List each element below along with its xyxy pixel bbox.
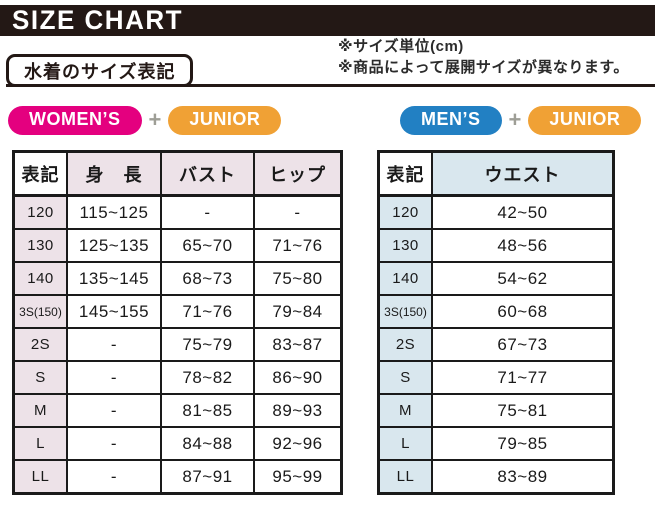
size-value-cell: 83~87 — [253, 327, 343, 362]
size-value-cell: 54~62 — [431, 261, 615, 296]
table-row: 3S(150) 60~68 — [377, 294, 615, 329]
size-value-cell: - — [160, 194, 255, 230]
column-header: ヒップ — [253, 150, 343, 197]
plus-sign: + — [508, 106, 522, 132]
size-row-label: 3S(150) — [377, 294, 433, 329]
size-value-cell: 115~125 — [66, 194, 162, 230]
size-value-cell: - — [66, 327, 162, 362]
table-row: 130 48~56 — [377, 228, 615, 263]
column-header: バスト — [160, 150, 255, 197]
plus-sign: + — [148, 106, 162, 132]
size-value-cell: 75~79 — [160, 327, 255, 362]
size-value-cell: 135~145 — [66, 261, 162, 296]
size-value-cell: 79~84 — [253, 294, 343, 329]
title-bar: SIZE CHART — [0, 5, 655, 36]
column-header: 表記 — [12, 150, 68, 197]
size-value-cell: 81~85 — [160, 393, 255, 428]
table-row: 2S 67~73 — [377, 327, 615, 362]
table-row: 140 135~145 68~73 75~80 — [12, 261, 343, 296]
column-header: ウエスト — [431, 150, 615, 197]
table-row: LL 83~89 — [377, 459, 615, 495]
column-header: 身 長 — [66, 150, 162, 197]
size-value-cell: 92~96 — [253, 426, 343, 461]
size-value-cell: 86~90 — [253, 360, 343, 395]
size-value-cell: 71~77 — [431, 360, 615, 395]
size-value-cell: 68~73 — [160, 261, 255, 296]
size-value-cell: 145~155 — [66, 294, 162, 329]
size-value-cell: 75~81 — [431, 393, 615, 428]
size-value-cell: 71~76 — [253, 228, 343, 263]
size-row-label: 2S — [12, 327, 68, 362]
table-row: 140 54~62 — [377, 261, 615, 296]
size-value-cell: 78~82 — [160, 360, 255, 395]
note-unit: ※サイズ単位(cm) — [338, 38, 464, 55]
table-row: 120 42~50 — [377, 194, 615, 230]
table-row: L -84~88 92~96 — [12, 426, 343, 461]
womens-junior-size-table: 表記身 長バスト ヒップ 120 115~125- -130 125~135 65~70 71… — [12, 150, 343, 495]
size-row-label: M — [12, 393, 68, 428]
table-row: LL -87~91 95~99 — [12, 459, 343, 495]
size-value-cell: 48~56 — [431, 228, 615, 263]
size-value-cell: - — [66, 426, 162, 461]
column-header: 表記 — [377, 150, 433, 197]
size-value-cell: 71~76 — [160, 294, 255, 329]
size-row-label: M — [377, 393, 433, 428]
table-row: S 71~77 — [377, 360, 615, 395]
junior-badge: JUNIOR — [168, 106, 282, 135]
size-row-label: L — [12, 426, 68, 461]
womens-junior-badges: WOMEN’S + JUNIOR — [8, 106, 282, 135]
size-row-label: 3S(150) — [12, 294, 68, 329]
note-availability: ※商品によって展開サイズが異なります。 — [338, 59, 629, 76]
size-value-cell: 125~135 — [66, 228, 162, 263]
table-row: M -81~85 89~93 — [12, 393, 343, 428]
size-value-cell: 89~93 — [253, 393, 343, 428]
size-row-label: LL — [377, 459, 433, 495]
size-value-cell: 42~50 — [431, 194, 615, 230]
size-row-label: 120 — [12, 194, 68, 230]
size-value-cell: 95~99 — [253, 459, 343, 495]
table-row: 120 115~125- - — [12, 194, 343, 230]
size-value-cell: - — [66, 393, 162, 428]
size-row-label: 130 — [12, 228, 68, 263]
size-row-label: 140 — [377, 261, 433, 296]
mens-junior-size-table: 表記 ウエスト 120 42~50 130 48~56 140 54~62 3S(150) 60~… — [377, 150, 615, 495]
size-row-label: S — [12, 360, 68, 395]
size-notes: ※サイズ単位(cm) ※商品によって展開サイズが異なります。 — [338, 36, 629, 78]
size-row-label: 140 — [12, 261, 68, 296]
size-row-label: L — [377, 426, 433, 461]
table-row: L 79~85 — [377, 426, 615, 461]
size-value-cell: - — [66, 360, 162, 395]
size-row-label: 130 — [377, 228, 433, 263]
size-value-cell: 79~85 — [431, 426, 615, 461]
table-row: 2S -75~79 83~87 — [12, 327, 343, 362]
table-row: 130 125~135 65~70 71~76 — [12, 228, 343, 263]
size-row-label: 120 — [377, 194, 433, 230]
size-value-cell: - — [66, 459, 162, 495]
table-row: 3S(150) 145~155 71~76 79~84 — [12, 294, 343, 329]
section-divider-rule — [6, 84, 655, 87]
section-label: 水着のサイズ表記 — [6, 54, 194, 87]
size-row-label: S — [377, 360, 433, 395]
size-row-label: 2S — [377, 327, 433, 362]
size-value-cell: 60~68 — [431, 294, 615, 329]
size-value-cell: 84~88 — [160, 426, 255, 461]
junior-badge: JUNIOR — [528, 106, 642, 135]
mens-badge: MEN’S — [400, 106, 502, 135]
table-row: M 75~81 — [377, 393, 615, 428]
size-value-cell: - — [253, 194, 343, 230]
size-value-cell: 75~80 — [253, 261, 343, 296]
size-value-cell: 67~73 — [431, 327, 615, 362]
table-row: S -78~82 86~90 — [12, 360, 343, 395]
size-value-cell: 83~89 — [431, 459, 615, 495]
size-value-cell: 87~91 — [160, 459, 255, 495]
size-row-label: LL — [12, 459, 68, 495]
mens-junior-badges: MEN’S + JUNIOR — [400, 106, 642, 135]
page-title: SIZE CHART — [12, 4, 183, 36]
size-value-cell: 65~70 — [160, 228, 255, 263]
womens-badge: WOMEN’S — [8, 106, 142, 135]
